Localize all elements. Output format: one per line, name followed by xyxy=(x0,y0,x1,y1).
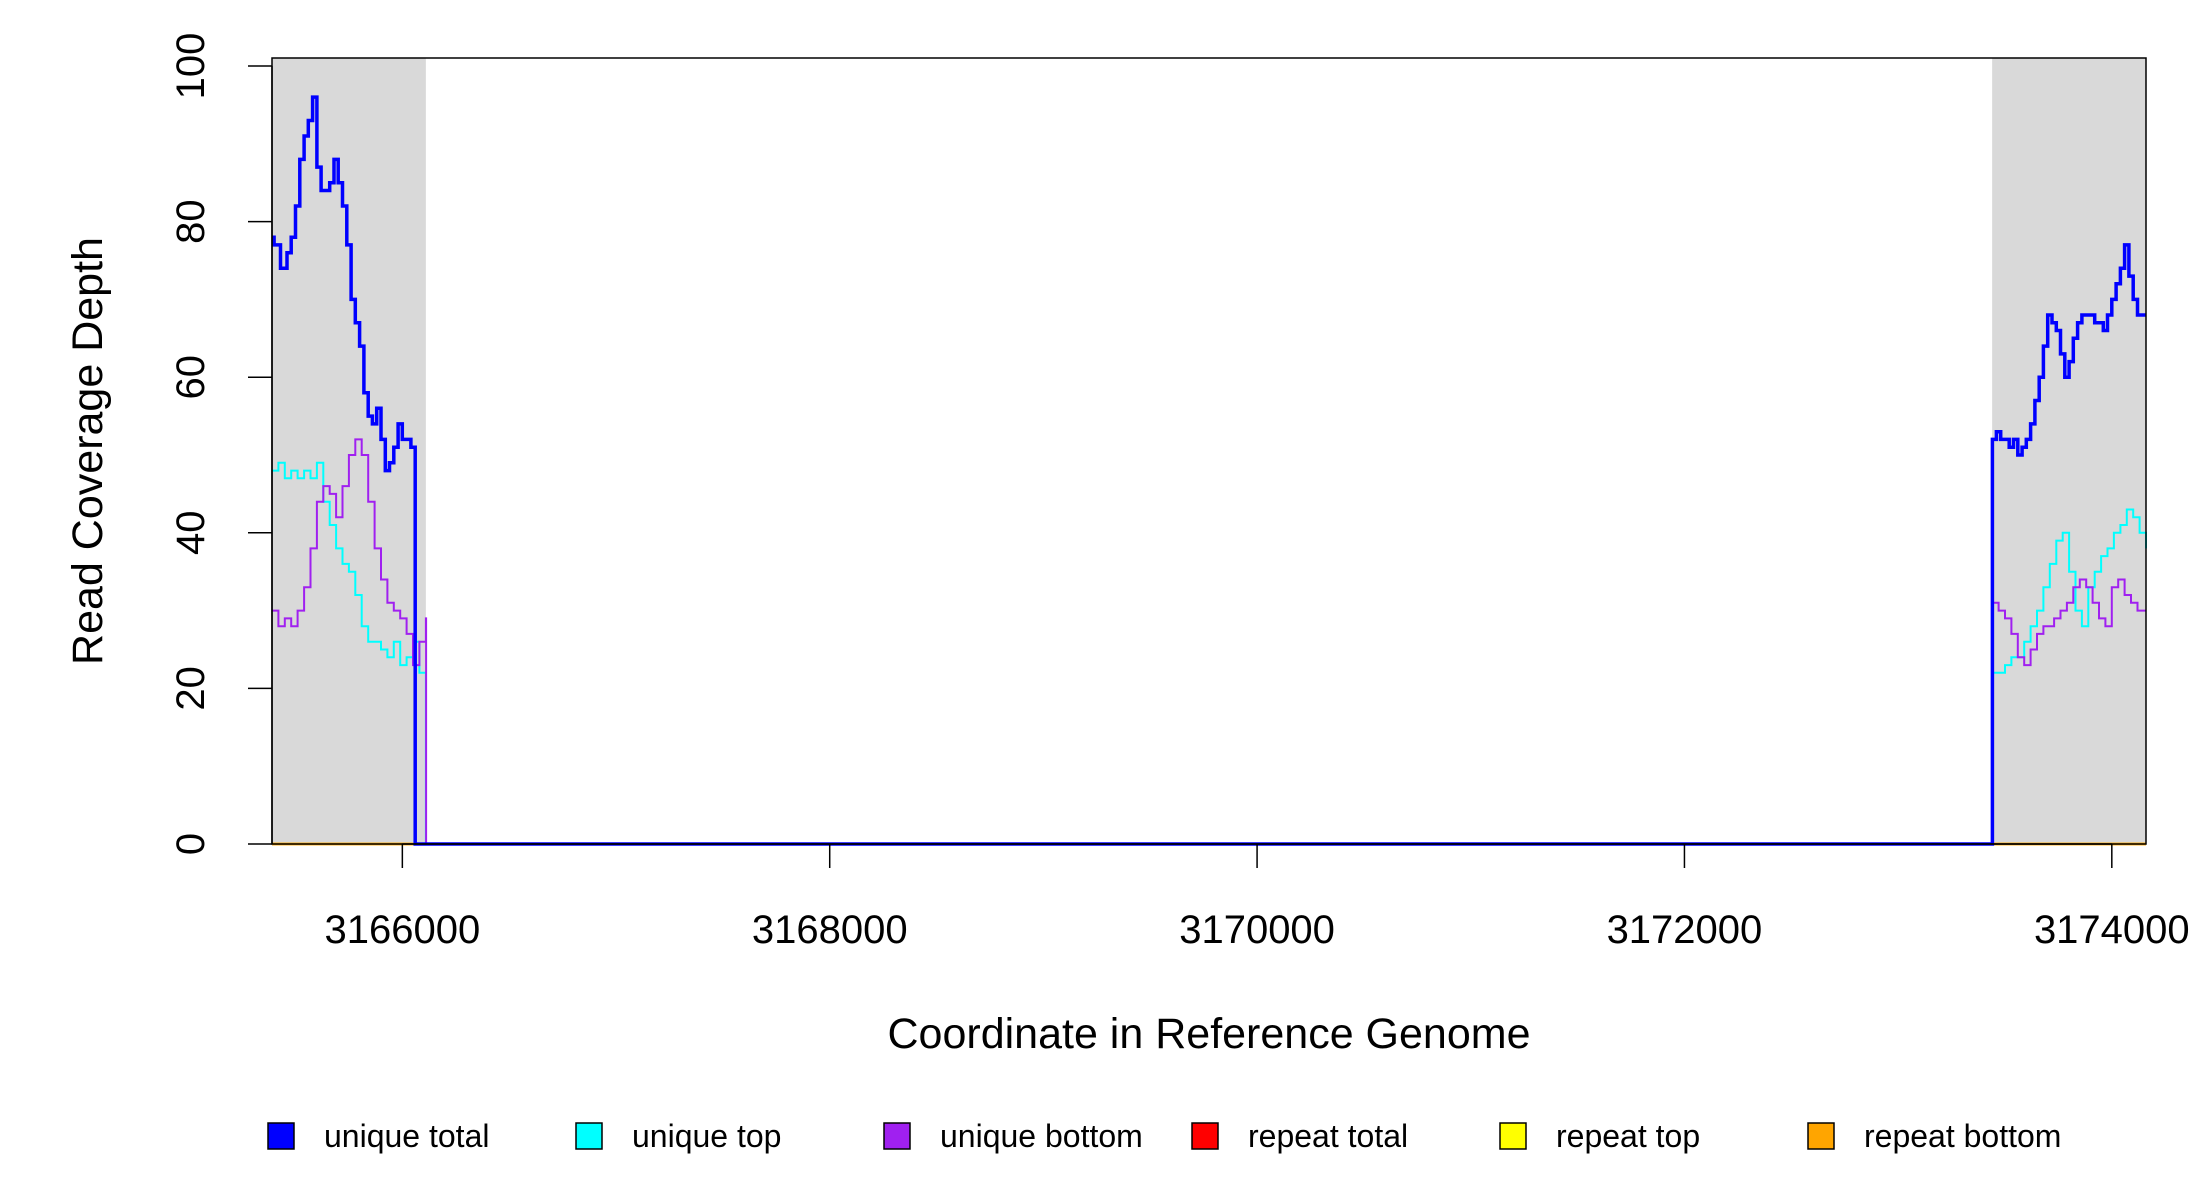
legend-swatch xyxy=(1191,1122,1219,1150)
legend-label: repeat total xyxy=(1248,1118,1408,1154)
y-tick-label-4: 80 xyxy=(169,199,213,244)
y-tick-label-3: 60 xyxy=(169,355,213,400)
legend-swatch xyxy=(1499,1122,1527,1150)
y-axis: 0 20 40 60 80 100 xyxy=(169,33,273,855)
y-axis-title: Read Coverage Depth xyxy=(64,237,112,665)
legend: unique total unique top unique bottom repea… xyxy=(267,1118,2061,1154)
legend-item-unique-total: unique total xyxy=(267,1118,489,1154)
x-tick-label-2: 3170000 xyxy=(1179,908,1335,952)
x-tick-label-0: 3166000 xyxy=(324,908,480,952)
y-tick-label-2: 40 xyxy=(169,511,213,556)
legend-swatch xyxy=(267,1122,295,1150)
shaded-region-0 xyxy=(272,58,426,844)
x-tick-label-1: 3168000 xyxy=(752,908,908,952)
legend-label: unique total xyxy=(324,1118,489,1154)
legend-item-unique-top: unique top xyxy=(575,1118,781,1154)
series-line-unique-bottom xyxy=(272,438,2146,845)
y-tick-label-1: 20 xyxy=(169,666,213,711)
legend-swatch xyxy=(1807,1122,1835,1150)
x-axis: 3166000 3168000 3170000 3172000 3174000 xyxy=(324,843,2190,952)
legend-label: repeat top xyxy=(1556,1118,1700,1154)
legend-swatch xyxy=(883,1122,911,1150)
x-tick-label-4: 3174000 xyxy=(2034,908,2190,952)
legend-item-repeat-top: repeat top xyxy=(1499,1118,1700,1154)
plot-frame xyxy=(271,57,2147,845)
shaded-regions xyxy=(272,58,2146,844)
legend-swatch xyxy=(575,1122,603,1150)
x-axis-title: Coordinate in Reference Genome xyxy=(888,1010,1531,1058)
legend-item-repeat-bottom: repeat bottom xyxy=(1807,1118,2061,1154)
legend-item-unique-bottom: unique bottom xyxy=(883,1118,1143,1154)
x-tick-label-3: 3172000 xyxy=(1607,908,1763,952)
legend-item-repeat-total: repeat total xyxy=(1191,1118,1408,1154)
shaded-region-1 xyxy=(1992,58,2146,844)
legend-label: repeat bottom xyxy=(1864,1118,2061,1154)
series-line-unique-total xyxy=(272,95,2146,846)
y-tick-label-0: 0 xyxy=(169,833,213,855)
legend-label: unique bottom xyxy=(940,1118,1143,1154)
series-lines xyxy=(272,95,2147,846)
y-tick-label-5: 100 xyxy=(169,33,213,100)
legend-label: unique top xyxy=(632,1118,781,1154)
series-line-unique-top xyxy=(272,461,2147,845)
